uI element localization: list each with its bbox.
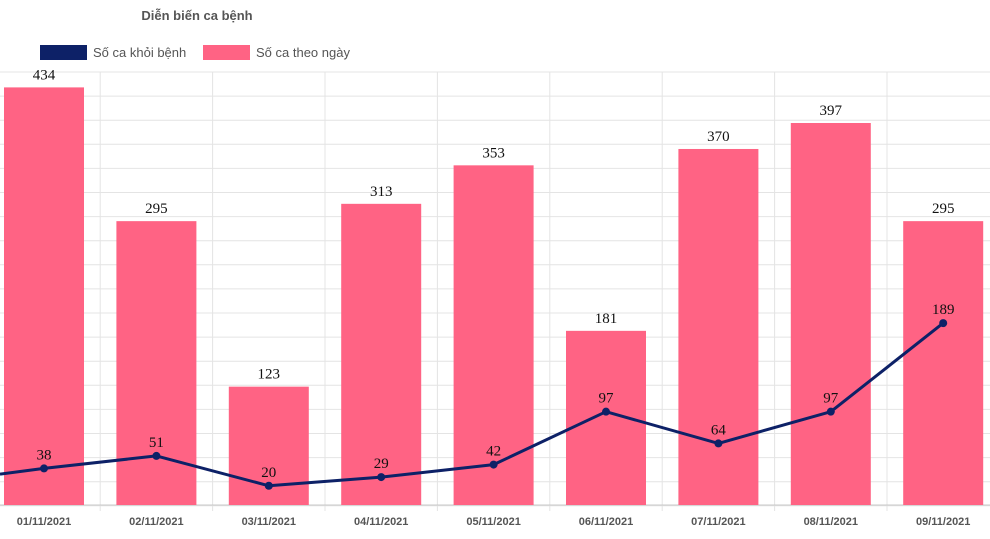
bar-value-label: 370 [707,129,730,145]
legend: Số ca khỏi bệnh Số ca theo ngày [40,45,350,60]
bar-series [4,87,984,506]
x-tick-label: 05/11/2021 [466,516,520,528]
bar[interactable] [903,221,984,505]
line-value-label: 51 [149,435,164,451]
legend-label-daily-cases: Số ca theo ngày [256,45,350,60]
x-tick-label: 08/11/2021 [804,516,858,528]
bar[interactable] [4,87,84,505]
line-point[interactable] [264,481,273,490]
line-point[interactable] [714,439,723,448]
legend-item-recovered[interactable]: Số ca khỏi bệnh [40,45,186,60]
x-tick-label: 09/11/2021 [916,516,970,528]
line-series [0,319,948,490]
line-point[interactable] [40,464,48,473]
line-value-label: 189 [932,302,955,318]
bar[interactable] [566,330,646,505]
x-axis-ticks: 01/11/2021 02/11/2021 03/11/2021 04/11/2021… [17,516,971,528]
line-value-label: 29 [374,456,389,472]
line-value-label: 64 [711,422,727,438]
x-tick-label: 07/11/2021 [691,516,745,528]
line-value-label: 42 [486,444,501,460]
bar[interactable] [678,148,759,505]
recovered-line [0,321,945,488]
bar[interactable] [453,165,534,505]
bar-value-label: 434 [33,67,56,83]
chart-title: Diễn biến ca bệnh [141,8,252,23]
bar[interactable] [790,122,871,506]
bar-value-label: 295 [932,201,955,217]
line-point[interactable] [939,319,948,328]
line-point[interactable] [377,473,386,482]
line-value-label: 38 [37,447,52,463]
x-tick-label: 06/11/2021 [579,516,633,528]
line-value-label: 97 [823,391,839,407]
x-tick-label: 03/11/2021 [242,516,296,528]
bar-value-label: 353 [482,145,505,161]
bar-value-label: 397 [820,103,843,119]
legend-label-recovered: Số ca khỏi bệnh [93,45,186,60]
bar-value-label: 181 [595,311,618,327]
bar-data-labels: 434 295 123 313 353 181 370 397 295 [33,67,955,382]
line-point[interactable] [602,407,610,416]
x-tick-label: 01/11/2021 [17,516,71,528]
line-point[interactable] [489,460,498,469]
bar-value-label: 313 [370,184,393,200]
legend-swatch-recovered [40,45,87,60]
bar-value-label: 295 [145,201,168,217]
legend-item-daily-cases[interactable]: Số ca theo ngày [203,45,350,60]
line-data-labels: 38 51 20 29 42 97 64 97 189 [37,302,955,481]
x-tick-label: 04/11/2021 [354,516,408,528]
line-value-label: 97 [599,391,615,407]
line-point[interactable] [152,451,161,460]
line-point[interactable] [826,407,835,416]
x-tick-label: 02/11/2021 [129,516,183,528]
legend-swatch-daily-cases [203,45,250,60]
bar[interactable] [341,203,422,505]
bar-value-label: 123 [258,367,281,383]
line-value-label: 20 [261,465,276,481]
